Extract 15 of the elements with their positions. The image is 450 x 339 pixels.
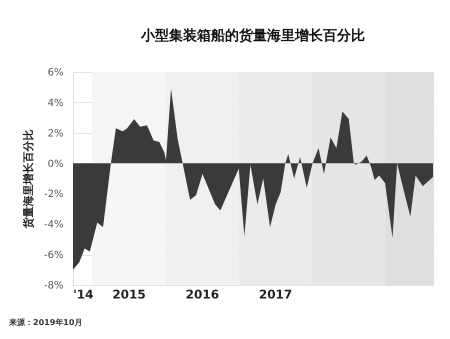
y-tick-label: -8% [44,280,64,292]
y-tick-label: 4% [48,98,64,109]
source-note: 来源：2019年10月 [8,318,82,327]
y-tick-label: -2% [44,189,64,200]
y-tick-label: 0% [48,158,64,170]
x-tick-label: 2015 [112,288,146,302]
x-tick-label: 2016 [186,288,220,302]
x-tick-label: '14 [73,288,94,302]
y-tick-label: -6% [44,250,64,262]
y-tick-label: 6% [48,68,64,78]
x-tick-label: 2017 [258,288,292,302]
chart-title: 小型集装箱船的货量海里增长百分比 [140,28,365,44]
y-tick-label: -4% [44,220,64,231]
y-axis-title: 货量海里增长百分比 [22,130,36,230]
y-tick-label: 2% [48,128,64,140]
